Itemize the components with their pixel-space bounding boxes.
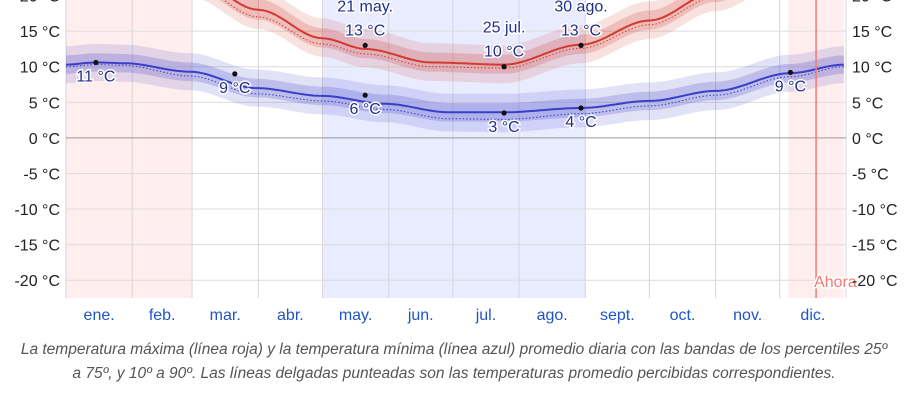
y-tick-left: 0 °C [29, 131, 60, 148]
y-tick-right: 20 °C [852, 0, 892, 6]
annotation-date: 25 jul. [483, 20, 526, 37]
y-tick-left: 5 °C [29, 95, 60, 112]
annotation-date: 30 ago. [554, 0, 607, 15]
data-point [578, 42, 584, 48]
y-tick-left: 20 °C [20, 0, 60, 6]
month-label: mar. [210, 307, 241, 324]
annotation-value: 11 °C [76, 68, 115, 85]
y-tick-left: -20 °C [14, 273, 60, 290]
data-point [501, 64, 507, 70]
annotation-value: 13 °C [345, 22, 385, 39]
percentile-bands [66, 0, 844, 133]
month-label: may. [339, 307, 372, 324]
y-tick-right: -5 °C [852, 166, 889, 183]
y-tick-right: 15 °C [852, 24, 892, 41]
y-tick-right: 0 °C [852, 131, 883, 148]
max-avg-line [232, 0, 695, 66]
y-tick-left: -5 °C [23, 166, 60, 183]
month-label: jul. [475, 307, 496, 324]
annotation-value: 9 °C [219, 80, 250, 97]
data-point [232, 71, 238, 77]
now-marker: Ahora [813, 0, 858, 298]
annotation-value: 9 °C [775, 78, 806, 95]
annotation-value: 3 °C [488, 119, 519, 136]
annotation-value: 13 °C [561, 22, 601, 39]
y-tick-left: 15 °C [20, 24, 60, 41]
month-label: ago. [537, 307, 568, 324]
y-tick-right: -20 °C [852, 273, 898, 290]
month-label: oct. [670, 307, 696, 324]
y-tick-left: -15 °C [14, 238, 60, 255]
annotation-value: 10 °C [484, 44, 524, 61]
max-p25-p75-band [219, 0, 727, 74]
y-tick-right: -15 °C [852, 238, 898, 255]
min-feels-line [66, 64, 844, 120]
annotation-value: 4 °C [565, 114, 596, 131]
month-label: dic. [800, 307, 825, 324]
gridlines [65, 0, 847, 298]
data-point [787, 69, 794, 76]
min-p25-p75-band [66, 53, 844, 122]
month-label: sept. [600, 307, 635, 324]
hot-season-band [66, 0, 193, 298]
annotations: 21 may. 13 °C 25 jul. 10 °C 30 ago. 13 °C 11 °… [75, 0, 808, 137]
max-p10-p90-band [203, 0, 746, 84]
month-label: ene. [84, 307, 115, 324]
temperature-chart: Ahora 21 may. 13 °C 25 jul. 10 °C 30 ago. 13 … [14, 0, 898, 324]
y-tick-right: 5 °C [852, 95, 883, 112]
annotation-value: 6 °C [350, 101, 381, 118]
annotation-date: 21 may. [337, 0, 393, 15]
y-tick-right: -10 °C [852, 202, 898, 219]
series-lines [66, 0, 844, 120]
month-label: abr. [277, 307, 304, 324]
data-point [501, 110, 507, 116]
data-point [578, 105, 584, 111]
chart-caption: La temperatura máxima (línea roja) y la … [20, 341, 888, 382]
y-tick-right: 10 °C [852, 60, 892, 77]
axis-labels: ene. feb. mar. abr. may. jun. jul. ago. sept. oct… [14, 0, 897, 324]
data-point [362, 42, 368, 48]
now-label: Ahora [814, 274, 857, 291]
data-point [93, 59, 99, 66]
y-tick-left: -10 °C [14, 202, 60, 219]
data-point [362, 92, 368, 98]
min-avg-line [66, 61, 844, 114]
month-label: feb. [149, 307, 176, 324]
y-tick-left: 10 °C [20, 60, 60, 77]
month-label: jun. [407, 307, 434, 324]
min-p10-p90-band [66, 44, 844, 133]
month-label: nov. [733, 307, 762, 324]
